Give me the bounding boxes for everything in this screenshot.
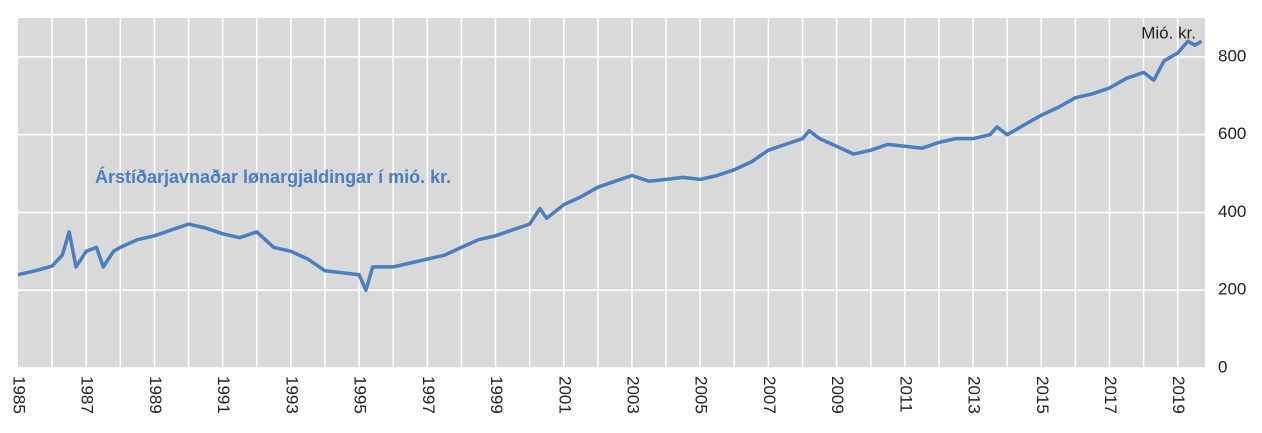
x-tick-label: 2011: [896, 376, 915, 413]
x-tick-label: 1991: [214, 376, 233, 414]
x-tick-label: 2009: [828, 376, 847, 414]
annotation: Árstíðarjavnaðar lønargjaldingar í mió. …: [95, 166, 451, 187]
x-tick-label: 1997: [419, 376, 438, 414]
x-tick-label: 2007: [760, 376, 779, 414]
y-tick-label: 600: [1218, 124, 1246, 143]
x-tick-label: 1999: [487, 376, 506, 414]
y-tick-label: 400: [1218, 202, 1246, 221]
x-tick-label: 2013: [965, 376, 984, 414]
x-tick-label: 1995: [351, 376, 370, 414]
x-tick-label: 1987: [78, 376, 97, 414]
x-tick-label: 2003: [623, 376, 642, 414]
x-tick-label: 2017: [1101, 376, 1120, 414]
plot-area: [18, 18, 1205, 368]
x-tick-label: 2005: [692, 376, 711, 414]
y-tick-label: 0: [1218, 357, 1227, 376]
x-tick-label: 1989: [146, 376, 165, 414]
unit-label: Mió. kr.: [1141, 23, 1196, 42]
x-tick-label: 2001: [555, 376, 574, 414]
y-tick-label: 800: [1218, 46, 1246, 65]
x-tick-label: 1993: [282, 376, 301, 414]
y-tick-label: 200: [1218, 280, 1246, 299]
x-tick-label: 1985: [10, 376, 29, 414]
x-tick-label: 2019: [1169, 376, 1188, 414]
x-tick-label: 2015: [1033, 376, 1052, 414]
line-series: [17, 39, 1203, 292]
